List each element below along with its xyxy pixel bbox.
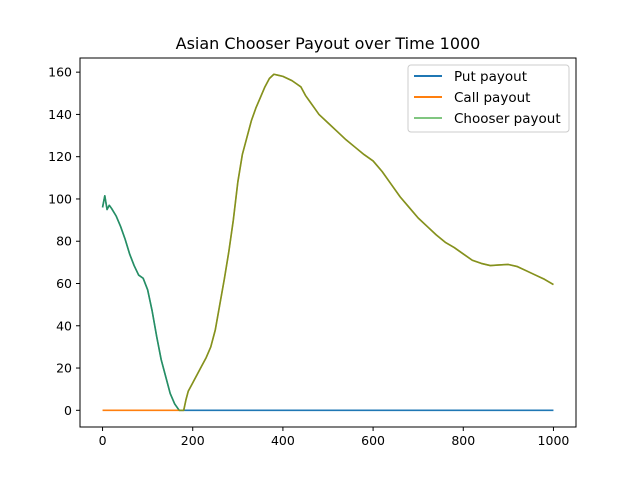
x-axis: 0 200 400 600 800 1000	[99, 427, 570, 448]
x-tick-label: 600	[361, 433, 385, 448]
legend-label-2: Chooser payout	[454, 111, 561, 127]
chart-title: Asian Chooser Payout over Time 1000	[176, 34, 481, 53]
x-tick-label: 0	[99, 433, 107, 448]
y-tick-label: 0	[64, 403, 72, 418]
y-tick-label: 40	[56, 318, 72, 333]
x-tick-label: 800	[451, 433, 475, 448]
legend-label-0: Put payout	[454, 69, 527, 85]
y-tick-label: 160	[48, 65, 72, 80]
legend: Put payout Call payout Chooser payout	[407, 64, 570, 133]
y-tick-label: 100	[48, 191, 72, 206]
y-tick-label: 60	[56, 276, 72, 291]
series-line-2	[101, 73, 554, 412]
y-tick-label: 120	[48, 149, 72, 164]
x-tick-label: 400	[271, 433, 295, 448]
x-tick-label: 1000	[538, 433, 570, 448]
legend-box	[407, 64, 570, 133]
plot-lines	[101, 73, 554, 412]
x-tick-label: 200	[181, 433, 205, 448]
plot-frame	[79, 57, 577, 428]
y-tick-label: 80	[56, 234, 72, 249]
legend-label-1: Call payout	[454, 90, 530, 106]
y-tick-label: 140	[48, 107, 72, 122]
y-tick-label: 20	[56, 361, 72, 376]
y-axis: 0 20 40 60 80 100 120 140 160	[48, 65, 80, 418]
